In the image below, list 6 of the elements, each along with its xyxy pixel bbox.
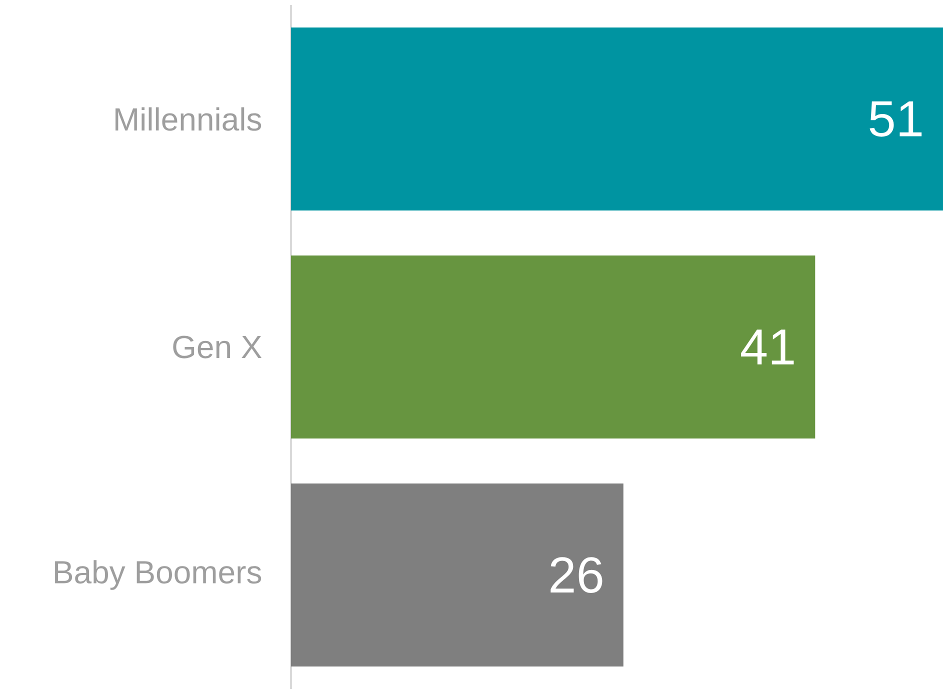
y-tick-label: Millennials: [116, 107, 262, 131]
data-label: 41: [741, 330, 794, 364]
y-tick-label: Baby Boomers: [55, 560, 262, 590]
data-label: 26: [550, 557, 602, 593]
y-tick-label: Gen X: [173, 336, 262, 358]
data-label: 51: [870, 101, 922, 137]
